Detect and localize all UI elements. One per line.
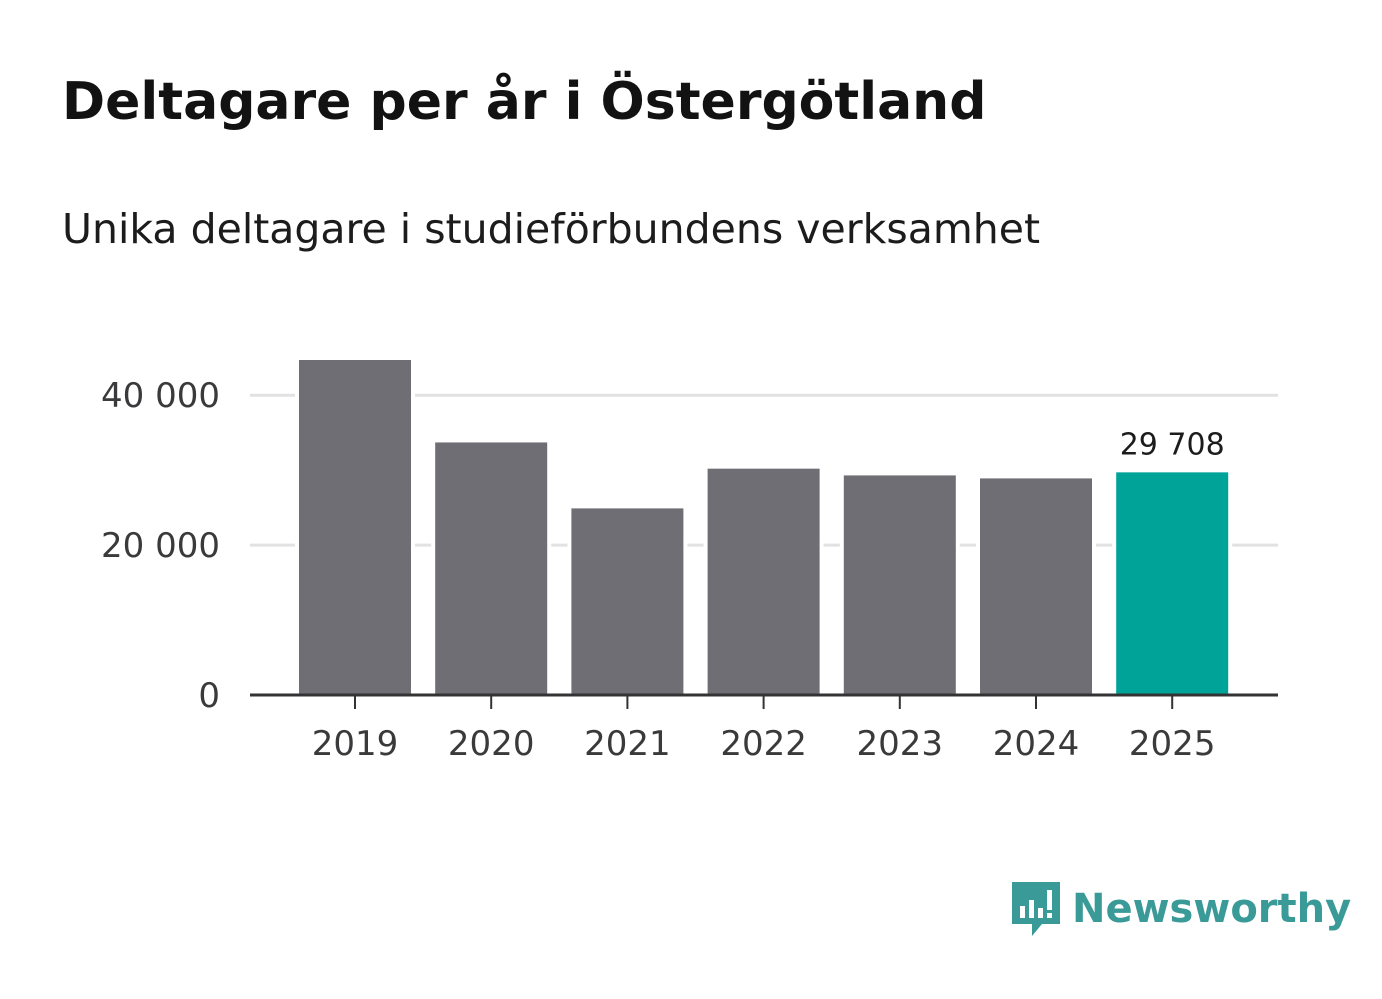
brand-name: Newsworthy	[1072, 886, 1352, 932]
bar-2025	[1116, 472, 1229, 695]
bars	[295, 360, 1233, 695]
bar-2022	[707, 468, 820, 695]
bar-2024	[980, 478, 1092, 695]
chart-subtitle: Unika deltagare i studieförbundens verks…	[62, 205, 1041, 253]
y-tick-label: 20 000	[101, 526, 220, 566]
bar-2021	[571, 508, 684, 695]
y-tick-label: 40 000	[101, 376, 220, 416]
bar-2023	[843, 475, 956, 695]
x-tick-label: 2022	[720, 724, 807, 764]
x-tick-label: 2025	[1129, 724, 1216, 764]
y-tick-label: 0	[198, 676, 220, 716]
brand-logo[interactable]: Newsworthy	[1010, 878, 1351, 940]
x-axis	[250, 693, 1278, 709]
x-tick-label: 2023	[857, 724, 944, 764]
x-tick-label: 2020	[448, 724, 535, 764]
x-axis-ticks: 2019 2020 2021 2022 2023 2024 2025	[312, 724, 1216, 764]
data-label: 29 708	[1120, 427, 1225, 462]
chart-title: Deltagare per år i Östergötland	[62, 72, 987, 132]
x-tick-label: 2021	[584, 724, 671, 764]
y-axis-ticks: 0 20 000 40 000	[101, 376, 220, 716]
x-tick-label: 2024	[993, 724, 1080, 764]
bar-2019	[299, 360, 411, 695]
x-tick-label: 2019	[312, 724, 399, 764]
data-labels: 29 708	[1120, 427, 1225, 462]
newsworthy-logo-icon	[1012, 882, 1060, 936]
bar-2020	[435, 442, 548, 695]
